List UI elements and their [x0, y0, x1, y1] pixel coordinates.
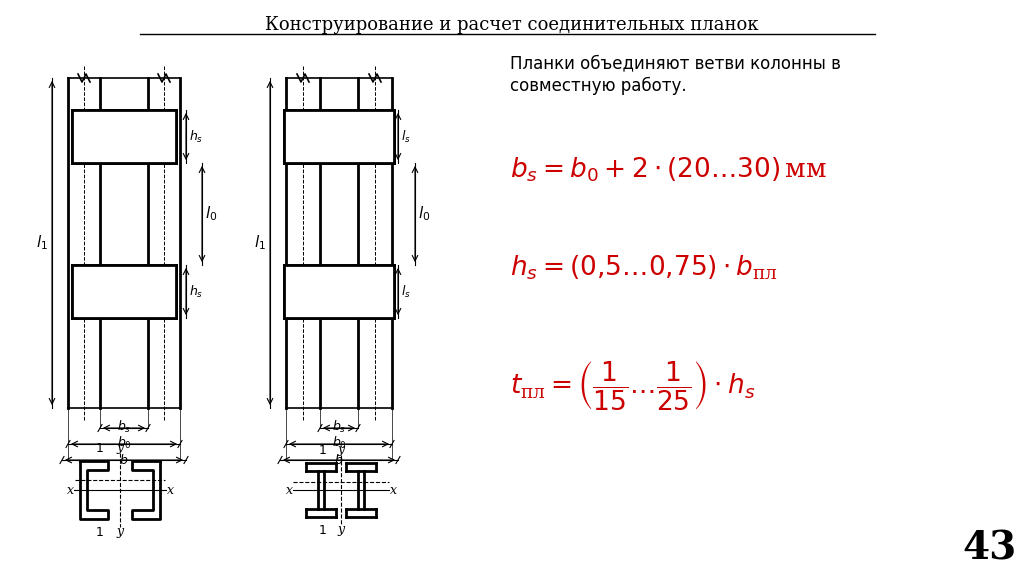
Text: $t_{\mathregular{пл}} = \left(\dfrac{1}{15} \ldots \dfrac{1}{25}\right) \cdot h_: $t_{\mathregular{пл}} = \left(\dfrac{1}{… [510, 359, 756, 412]
Text: $l_s$: $l_s$ [401, 129, 411, 145]
Text: совместную работу.: совместную работу. [510, 77, 687, 95]
Text: $b_s$: $b_s$ [332, 419, 346, 435]
Bar [284, 265, 394, 318]
Text: x: x [167, 483, 173, 497]
Text: $l_1$: $l_1$ [36, 234, 48, 253]
Text: $h_s$: $h_s$ [189, 129, 204, 145]
Text: 1: 1 [96, 441, 104, 455]
Text: 1: 1 [96, 526, 104, 538]
Text: Планки объединяют ветви колонны в: Планки объединяют ветви колонны в [510, 54, 841, 72]
Text: $b_s$: $b_s$ [117, 419, 131, 435]
Text: 43: 43 [963, 529, 1017, 567]
Text: x: x [389, 483, 396, 497]
Text: $l_0$: $l_0$ [418, 205, 430, 223]
Text: $l_1$: $l_1$ [254, 234, 266, 253]
Text: $b$: $b$ [334, 453, 344, 467]
Text: $l_s$: $l_s$ [401, 284, 411, 300]
Text: $b_s = b_0 + 2 \cdot (20 \ldots 30)\,\mathregular{мм}$: $b_s = b_0 + 2 \cdot (20 \ldots 30)\,\ma… [510, 156, 827, 184]
Text: $b$: $b$ [120, 453, 129, 467]
Text: x: x [286, 483, 293, 497]
Text: $l_0$: $l_0$ [205, 205, 217, 223]
Text: $b_0$: $b_0$ [332, 435, 346, 451]
Bar [72, 110, 176, 163]
Text: $h_s$: $h_s$ [189, 284, 204, 300]
Text: Конструирование и расчет соединительных планок: Конструирование и расчет соединительных … [265, 16, 759, 34]
Text: y: y [338, 523, 344, 537]
Text: x: x [67, 483, 74, 497]
Text: y: y [117, 526, 124, 538]
Bar [284, 110, 394, 163]
Bar [72, 265, 176, 318]
Text: y: y [338, 444, 344, 456]
Text: 1: 1 [319, 523, 327, 537]
Text: 1: 1 [319, 444, 327, 456]
Text: $b_0$: $b_0$ [117, 435, 131, 451]
Text: $h_s = (0{,}5 \ldots 0{,}75) \cdot b_{\mathregular{пл}}$: $h_s = (0{,}5 \ldots 0{,}75) \cdot b_{\m… [510, 254, 778, 282]
Text: y: y [117, 441, 124, 455]
